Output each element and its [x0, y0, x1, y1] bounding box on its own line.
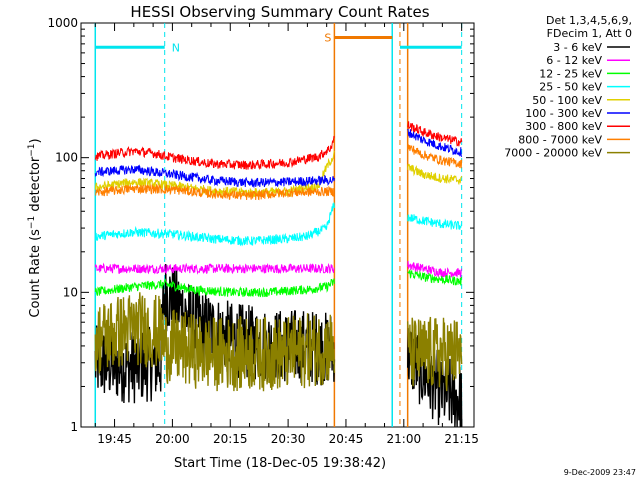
series-line	[94, 135, 335, 170]
y-axis-label-part: )	[28, 138, 43, 143]
legend-label: 6 - 12 keV	[546, 54, 602, 67]
legend-label: 25 - 50 keV	[539, 81, 602, 94]
series-line	[407, 260, 463, 279]
y-axis-label: Count Rate (s−1 detector−1)	[27, 138, 43, 317]
x-tick-label: 20:00	[155, 432, 190, 446]
y-axis-label-part: detector	[28, 156, 43, 216]
series-line	[407, 121, 463, 147]
series-line	[95, 202, 335, 247]
x-tick-label: 20:45	[329, 432, 364, 446]
legend-label: 800 - 7000 keV	[518, 133, 602, 146]
y-axis-label-part: Count Rate (s	[28, 229, 43, 318]
series-line	[407, 268, 463, 286]
series-line	[407, 128, 463, 158]
series-line	[94, 164, 335, 189]
series-line	[94, 262, 335, 275]
y-tick-label: 100	[55, 151, 78, 165]
legend-label: 100 - 300 keV	[525, 107, 602, 120]
x-tick-label: 19:45	[97, 432, 132, 446]
y-axis-label-exponent: −1	[27, 216, 37, 229]
y-tick-label: 10	[63, 285, 78, 299]
y-tick-label: 1000	[47, 16, 78, 30]
x-tick-label: 21:00	[387, 432, 422, 446]
y-axis: 1 10 100 1000	[47, 16, 474, 434]
series-line	[407, 214, 463, 230]
flag-label: N	[172, 41, 180, 54]
x-tick-label: 20:15	[213, 432, 248, 446]
footer-date: 9-Dec-2009 23:47	[564, 468, 636, 477]
x-tick-label: 21:15	[444, 432, 479, 446]
flag-label: S	[324, 32, 331, 45]
y-axis-label-exponent: −1	[27, 143, 37, 156]
x-axis-label: Start Time (18-Dec-05 19:38:42)	[174, 456, 386, 471]
legend-label: 12 - 25 keV	[539, 67, 602, 80]
plot-frame	[80, 22, 475, 428]
series-line	[407, 316, 463, 392]
series-line	[94, 292, 336, 392]
series-line	[95, 183, 335, 201]
series-line	[407, 163, 463, 185]
x-tick-label: 20:30	[271, 432, 306, 446]
plot-area: NS	[80, 22, 475, 428]
legend-header-line: Det 1,3,4,5,6,9,	[546, 14, 632, 27]
legend-header-line: FDecim 1, Att 0	[547, 27, 632, 40]
legend-label: 7000 - 20000 keV	[504, 147, 602, 160]
legend-label: 300 - 800 keV	[525, 120, 602, 133]
x-axis: 19:45 20:00 20:15 20:30 20:45 21:00 21:15	[94, 23, 479, 446]
legend-label: 3 - 6 keV	[553, 41, 602, 54]
y-tick-label: 1	[70, 420, 78, 434]
legend-label: 50 - 100 keV	[532, 94, 602, 107]
series-line	[407, 144, 463, 169]
chart-title: HESSI Observing Summary Count Rates	[130, 3, 429, 21]
legend: Det 1,3,4,5,6,9, FDecim 1, Att 0 3 - 6 k…	[504, 14, 632, 160]
series-line	[94, 278, 335, 298]
